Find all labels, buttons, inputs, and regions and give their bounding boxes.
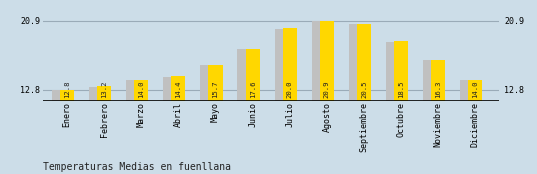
Bar xyxy=(460,80,474,174)
Bar xyxy=(311,21,326,174)
Bar xyxy=(468,80,482,174)
Bar xyxy=(126,80,140,174)
Bar xyxy=(237,49,251,174)
Bar xyxy=(134,80,148,174)
Bar xyxy=(52,90,66,174)
Text: Temperaturas Medias en fuenllana: Temperaturas Medias en fuenllana xyxy=(43,162,231,172)
Bar xyxy=(320,21,334,174)
Bar xyxy=(60,90,74,174)
Bar xyxy=(171,76,185,174)
Text: 20.9: 20.9 xyxy=(324,81,330,98)
Text: 14.4: 14.4 xyxy=(176,81,182,98)
Text: 14.0: 14.0 xyxy=(472,81,478,98)
Bar xyxy=(282,28,297,174)
Text: 17.6: 17.6 xyxy=(250,81,256,98)
Bar xyxy=(274,29,288,174)
Bar xyxy=(394,41,408,174)
Bar xyxy=(200,65,214,174)
Bar xyxy=(386,42,400,174)
Text: 20.5: 20.5 xyxy=(361,81,367,98)
Text: 15.7: 15.7 xyxy=(213,81,219,98)
Bar xyxy=(357,24,371,174)
Bar xyxy=(97,86,111,174)
Text: 14.0: 14.0 xyxy=(139,81,144,98)
Bar xyxy=(208,65,222,174)
Bar xyxy=(431,60,445,174)
Bar xyxy=(349,25,363,174)
Text: 20.0: 20.0 xyxy=(287,81,293,98)
Bar xyxy=(89,87,103,174)
Text: 16.3: 16.3 xyxy=(435,81,441,98)
Bar xyxy=(245,49,260,174)
Text: 18.5: 18.5 xyxy=(398,81,404,98)
Text: 12.8: 12.8 xyxy=(64,81,70,98)
Text: 13.2: 13.2 xyxy=(101,81,107,98)
Bar xyxy=(423,60,437,174)
Bar xyxy=(163,77,177,174)
